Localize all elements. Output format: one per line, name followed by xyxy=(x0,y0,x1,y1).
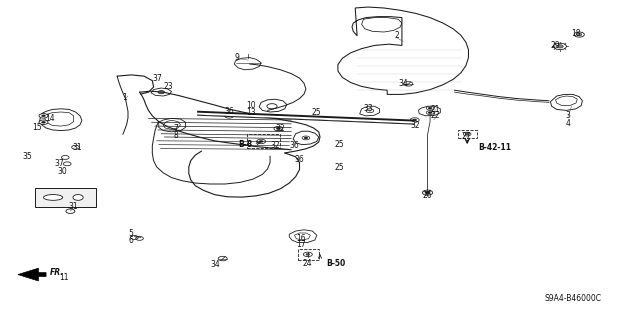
Text: 22: 22 xyxy=(431,111,440,120)
Circle shape xyxy=(574,32,584,37)
Text: 32: 32 xyxy=(270,141,280,150)
Text: 30: 30 xyxy=(57,167,67,176)
Text: 34: 34 xyxy=(398,79,408,88)
Circle shape xyxy=(465,133,469,135)
Circle shape xyxy=(425,191,430,194)
Circle shape xyxy=(413,119,417,121)
Text: 8: 8 xyxy=(173,132,179,140)
Ellipse shape xyxy=(44,195,63,200)
Circle shape xyxy=(276,128,280,130)
Text: S9A4-B46000C: S9A4-B46000C xyxy=(544,294,602,303)
Circle shape xyxy=(158,91,164,94)
Text: 25: 25 xyxy=(334,140,344,149)
Circle shape xyxy=(274,126,283,131)
Bar xyxy=(35,188,96,207)
Text: 31: 31 xyxy=(72,143,82,152)
Text: 29: 29 xyxy=(550,41,561,50)
Text: 36: 36 xyxy=(289,141,300,150)
Text: 25: 25 xyxy=(334,163,344,172)
Text: B-50: B-50 xyxy=(326,259,346,268)
Circle shape xyxy=(426,106,434,110)
Circle shape xyxy=(404,82,413,86)
Circle shape xyxy=(39,120,48,124)
Polygon shape xyxy=(18,268,46,281)
Text: 17: 17 xyxy=(296,240,306,249)
Circle shape xyxy=(302,136,310,140)
Text: 14: 14 xyxy=(45,114,55,123)
Circle shape xyxy=(42,121,45,123)
Text: 9: 9 xyxy=(234,53,239,62)
Text: B-42-11: B-42-11 xyxy=(479,143,512,152)
Text: 6: 6 xyxy=(129,236,134,245)
Text: 32: 32 xyxy=(410,121,420,130)
Text: 15: 15 xyxy=(32,124,42,132)
Text: 31: 31 xyxy=(68,202,79,211)
Circle shape xyxy=(267,104,277,109)
Text: 37: 37 xyxy=(152,74,162,83)
Text: 4: 4 xyxy=(566,119,571,128)
Text: 21: 21 xyxy=(431,105,440,114)
Circle shape xyxy=(426,111,434,115)
Text: 1: 1 xyxy=(122,93,127,102)
Text: B-8: B-8 xyxy=(238,140,252,149)
Text: FR.: FR. xyxy=(50,268,64,277)
Circle shape xyxy=(366,109,374,113)
Text: 27: 27 xyxy=(461,132,471,141)
Circle shape xyxy=(422,190,433,195)
Text: 32: 32 xyxy=(275,124,285,133)
Text: 3: 3 xyxy=(566,111,571,120)
Circle shape xyxy=(557,45,563,48)
Circle shape xyxy=(463,132,471,136)
Text: 18: 18 xyxy=(572,29,580,38)
Circle shape xyxy=(306,253,310,255)
Circle shape xyxy=(257,139,266,144)
Circle shape xyxy=(428,112,432,114)
Text: 2: 2 xyxy=(394,31,399,40)
Text: 33: 33 xyxy=(363,104,373,113)
Text: 7: 7 xyxy=(173,124,179,133)
Text: 13: 13 xyxy=(246,108,256,117)
Circle shape xyxy=(428,107,432,109)
Text: 25: 25 xyxy=(312,108,322,117)
Text: 36: 36 xyxy=(224,108,234,116)
Circle shape xyxy=(303,252,312,257)
Circle shape xyxy=(39,114,48,118)
Text: 37: 37 xyxy=(54,159,64,168)
Text: 26: 26 xyxy=(422,191,433,200)
Circle shape xyxy=(304,137,308,139)
Circle shape xyxy=(218,256,227,261)
Text: 23: 23 xyxy=(163,82,173,91)
Circle shape xyxy=(410,118,419,122)
Text: 11: 11 xyxy=(60,273,68,282)
Text: 5: 5 xyxy=(129,229,134,238)
Text: 35: 35 xyxy=(22,152,32,161)
Text: 36: 36 xyxy=(294,156,305,164)
Circle shape xyxy=(225,114,234,118)
Text: 16: 16 xyxy=(296,234,306,243)
Circle shape xyxy=(259,140,263,142)
Text: 34: 34 xyxy=(210,260,220,269)
Ellipse shape xyxy=(73,195,83,200)
Text: 24: 24 xyxy=(302,260,312,268)
Circle shape xyxy=(554,43,566,50)
Circle shape xyxy=(577,33,582,36)
Circle shape xyxy=(42,115,45,117)
Text: 10: 10 xyxy=(246,101,256,110)
